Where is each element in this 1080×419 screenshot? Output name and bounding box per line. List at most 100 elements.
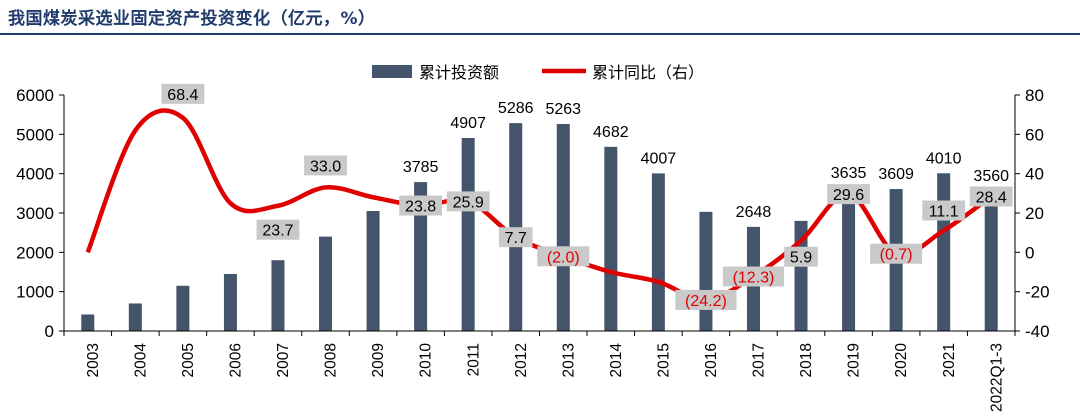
- yoy-label-box: [827, 184, 870, 205]
- bar-2004: [128, 303, 142, 331]
- line-labels: 68.4 23.7 33.0 23.8 25.9 7.7 (2.0) (24.2) (12.3)…: [161, 83, 1013, 310]
- left-tick-label: 2000: [16, 243, 54, 262]
- x-tick-label: 2021: [941, 343, 958, 377]
- bar-value-label: 2648: [736, 204, 772, 221]
- yoy-label-box: [784, 246, 818, 267]
- yoy-label-text: 68.4: [167, 87, 198, 104]
- left-tick-label: 4000: [16, 165, 54, 184]
- bar-2011: [461, 137, 475, 331]
- yoy-value-label: 68.4: [161, 83, 205, 104]
- x-tick-label: 2003: [85, 343, 102, 377]
- yoy-label-text: 5.9: [790, 250, 812, 267]
- x-tick-label: 2008: [323, 343, 340, 377]
- legend-line-label: 累计同比（右）: [592, 63, 704, 82]
- yoy-label-text: 28.4: [976, 189, 1007, 206]
- yoy-label-text: (2.0): [547, 249, 580, 266]
- line-series: [85, 108, 993, 303]
- x-tick-label: 2005: [180, 343, 197, 377]
- left-tick-label: 1000: [16, 283, 54, 302]
- yoy-value-label: 5.9: [784, 246, 818, 267]
- yoy-label-text: 29.6: [833, 187, 864, 204]
- yoy-value-label: 29.6: [827, 184, 870, 205]
- right-tick-label: 60: [1025, 125, 1044, 144]
- title-divider: [0, 33, 1080, 35]
- bar-value-label: 4682: [593, 124, 629, 141]
- yoy-label-text: (24.2): [685, 293, 727, 310]
- left-tick-label: 0: [45, 322, 54, 341]
- yoy-label-box: [304, 155, 347, 176]
- right-tick-label: 80: [1025, 86, 1044, 105]
- yoy-value-label: (12.3): [722, 266, 785, 287]
- yoy-label-box: [537, 246, 590, 267]
- legend: 累计投资额 累计同比（右）: [372, 63, 704, 82]
- chart-title: 我国煤炭采选业固定资产投资变化（亿元，%）: [8, 9, 376, 29]
- bar-value-label: 3560: [973, 168, 1009, 185]
- yoy-label-box: [399, 195, 443, 216]
- yoy-label-box: [870, 243, 923, 264]
- bar-labels: 3785 4907 5286 5263 4682 4007 2648 3635 3609 4010…: [403, 100, 1009, 221]
- x-tick-label: 2019: [846, 343, 863, 377]
- bar-value-label: 4907: [450, 115, 486, 132]
- yoy-value-label: 25.9: [446, 191, 490, 212]
- yoy-value-label: 23.7: [256, 219, 300, 240]
- x-tick-label: 2010: [418, 343, 435, 378]
- axes: 0 1000 2000 3000 4000 5000 6000 -40 -20 0 20 40 60 80…: [16, 86, 1049, 412]
- right-tick-label: 40: [1025, 165, 1044, 184]
- bar-2013: [556, 123, 570, 331]
- yoy-label-text: 33.0: [310, 158, 341, 175]
- bar-2022Q1-3: [984, 190, 998, 331]
- bar-2019: [842, 188, 856, 331]
- yoy-label-box: [446, 191, 490, 212]
- yoy-value-label: (0.7): [870, 243, 923, 264]
- yoy-label-text: (0.7): [880, 247, 913, 264]
- yoy-value-label: (24.2): [675, 289, 737, 310]
- left-tick-label: 5000: [16, 125, 54, 144]
- bar-2006: [223, 273, 237, 331]
- bar-value-label: 5263: [545, 101, 581, 118]
- x-tick-label: 2004: [132, 343, 149, 378]
- yoy-label-text: 7.7: [505, 230, 527, 247]
- yoy-label-text: 11.1: [929, 204, 959, 221]
- yoy-label-box: [161, 83, 205, 104]
- x-tick-label: 2014: [608, 343, 625, 378]
- x-tick-label: 2016: [703, 343, 720, 377]
- bar-value-label: 4007: [641, 150, 677, 167]
- bar-value-label: 5286: [498, 100, 534, 117]
- yoy-value-label: 28.4: [969, 186, 1013, 207]
- yoy-value-label: 11.1: [922, 200, 966, 221]
- right-tick-label: -20: [1025, 283, 1050, 302]
- yoy-label-box: [256, 219, 300, 240]
- left-tick-label: 3000: [16, 204, 54, 223]
- right-tick-label: 0: [1025, 243, 1034, 262]
- bar-series: [81, 123, 998, 331]
- bar-value-label: 4010: [926, 150, 962, 167]
- bar-2010: [414, 182, 428, 331]
- bar-2003: [81, 314, 95, 331]
- x-tick-label: 2006: [228, 343, 245, 377]
- yoy-label-text: 25.9: [453, 194, 484, 211]
- left-tick-label: 6000: [16, 86, 54, 105]
- bar-2014: [604, 146, 618, 331]
- yoy-line: [85, 108, 993, 303]
- bar-2008: [319, 236, 333, 331]
- bar-2015: [651, 173, 665, 331]
- yoy-value-label: (2.0): [537, 246, 590, 267]
- x-tick-label: 2007: [275, 343, 292, 377]
- bar-value-label: 3635: [831, 165, 867, 182]
- bar-2005: [176, 285, 190, 331]
- x-tick-label: 2022Q1-3: [988, 343, 1005, 412]
- yoy-value-label: 7.7: [498, 227, 533, 248]
- x-tick-label: 2011: [465, 343, 482, 376]
- x-tick-label: 2020: [893, 343, 910, 378]
- yoy-label-text: (12.3): [733, 270, 775, 287]
- yoy-label-box: [722, 266, 785, 287]
- x-tick-label: 2013: [560, 343, 577, 377]
- yoy-label-text: 23.8: [405, 199, 436, 216]
- right-tick-label: -40: [1025, 322, 1050, 341]
- x-tick-label: 2018: [798, 343, 815, 377]
- x-tick-label: 2015: [655, 343, 672, 377]
- x-tick-label: 2009: [370, 343, 387, 377]
- x-tick-label: 2017: [751, 343, 768, 377]
- right-tick-label: 20: [1025, 204, 1044, 223]
- bar-2021: [937, 173, 951, 331]
